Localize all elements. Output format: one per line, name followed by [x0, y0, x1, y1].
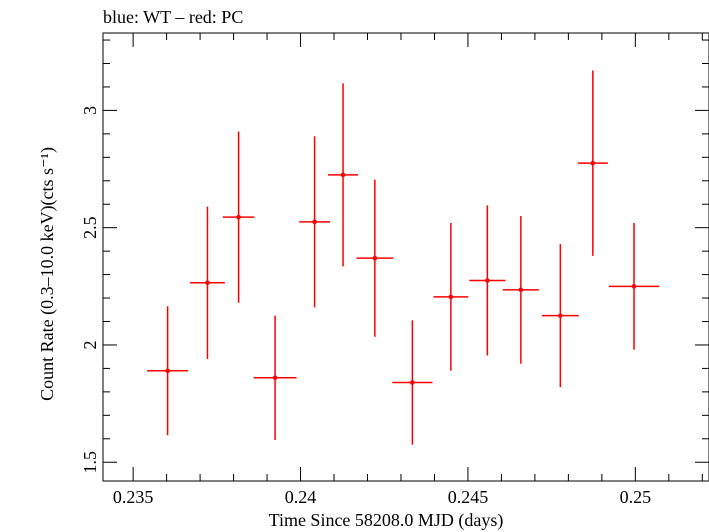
x-tick-label: 0.235 [113, 487, 154, 507]
data-marker [558, 313, 563, 318]
y-axis-label: Count Rate (0.3–10.0 keV)(cts s⁻¹) [37, 147, 58, 401]
plot-area [102, 32, 709, 482]
data-marker [236, 214, 241, 220]
data-marker [312, 219, 317, 225]
data-marker [485, 278, 490, 283]
data-marker [518, 287, 524, 293]
y-tick-label: 3 [80, 106, 100, 115]
data-marker [165, 368, 170, 374]
x-tick-label: 0.24 [285, 487, 317, 507]
data-point [502, 215, 539, 364]
data-marker [205, 280, 210, 286]
chart-title: blue: WT – red: PC [103, 7, 243, 27]
data-point [147, 306, 189, 436]
data-point [327, 83, 359, 267]
data-marker [272, 375, 278, 381]
data-point [222, 131, 255, 303]
x-axis-label: Time Since 58208.0 MJD (days) [269, 510, 504, 531]
data-point [541, 244, 579, 388]
data-point [356, 179, 394, 337]
data-point [299, 136, 330, 308]
data-point [392, 320, 433, 445]
axes-layer: 0.235 0.24 0.245 0.25 1.5 2 2.5 3 [80, 33, 709, 507]
y-tick-label: 2.5 [80, 216, 100, 239]
data-point [577, 70, 608, 256]
data-marker [410, 380, 415, 385]
data-point [608, 222, 660, 350]
x-tick-label: 0.245 [448, 487, 489, 507]
data-point [469, 205, 506, 356]
series-layer [147, 70, 660, 445]
x-tick-label: 0.25 [620, 487, 652, 507]
data-point [190, 206, 225, 360]
y-tick-label: 1.5 [80, 451, 100, 474]
data-point [433, 222, 469, 371]
data-marker [340, 172, 346, 178]
y-tick-label: 2 [80, 340, 100, 349]
data-marker [631, 284, 637, 289]
data-marker [372, 255, 378, 261]
data-point [253, 315, 297, 440]
data-marker [448, 294, 454, 300]
plot-frame [102, 32, 709, 482]
data-marker [590, 160, 596, 166]
